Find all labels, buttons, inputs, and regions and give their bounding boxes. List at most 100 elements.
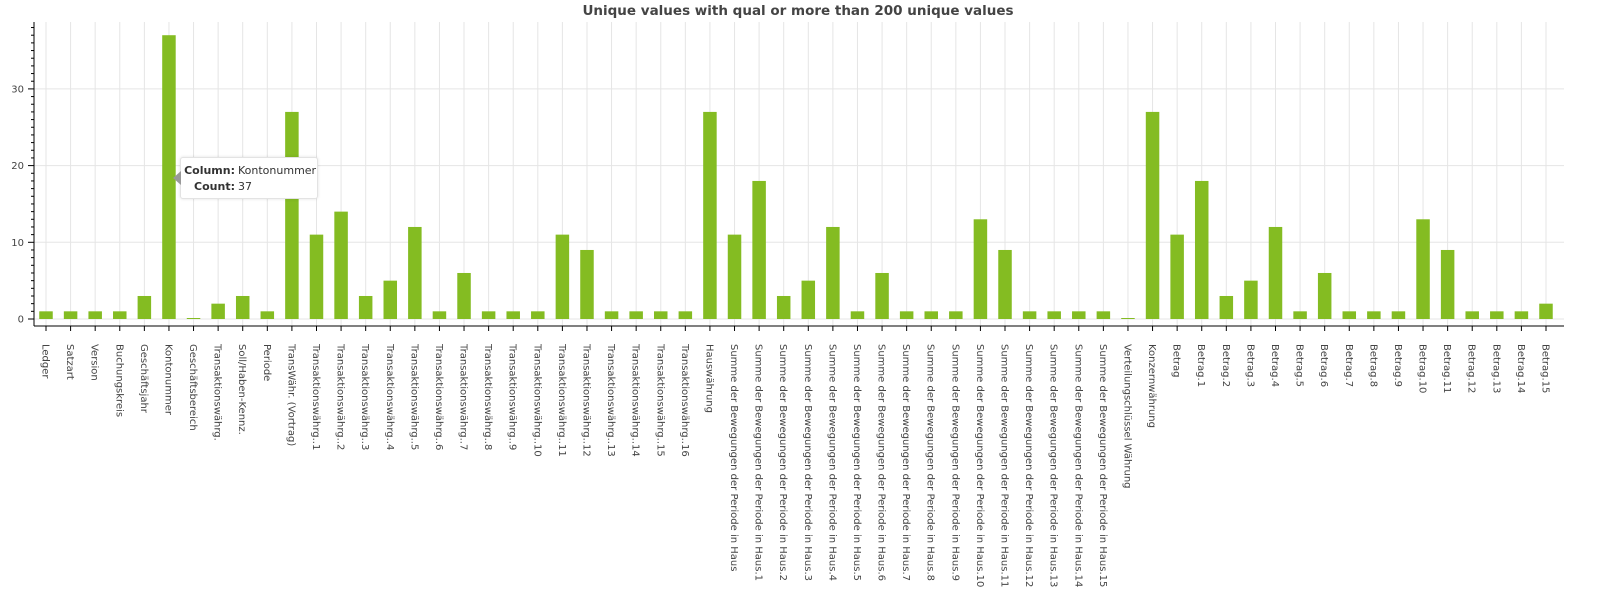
x-tick-label: Buchungskreis <box>113 344 124 417</box>
x-tick-label: Summe der Bewegungen der Periode in Haus… <box>851 344 862 581</box>
tooltip-column-value: Kontonummer <box>238 164 317 177</box>
tooltip-row-count: Count: 37 <box>181 179 317 195</box>
category-labels: Ledger Satzart Version Buchungskreis Geschäf… <box>40 343 1551 587</box>
bar <box>1121 318 1135 319</box>
bar <box>1096 311 1111 319</box>
bar <box>531 311 545 319</box>
bar <box>408 226 422 319</box>
x-tick-label: Betrag.7 <box>1343 344 1354 387</box>
tooltip-column-label: Column: <box>184 164 235 177</box>
bar <box>1539 303 1553 319</box>
x-tick-label: Betrag.14 <box>1515 344 1526 393</box>
bar <box>580 249 594 319</box>
x-tick-label: Geschäftsjahr <box>138 344 149 414</box>
x-tick-label: Betrag.11 <box>1441 344 1452 393</box>
bar <box>801 280 816 319</box>
x-tick-label: Transaktionswährg..14 <box>630 343 641 457</box>
bar <box>432 311 447 319</box>
bar <box>358 295 373 319</box>
x-tick-label: Transaktionswährg..2 <box>335 343 346 450</box>
x-tick-label: Betrag.12 <box>1466 344 1477 393</box>
x-tick-label: Periode <box>261 344 272 381</box>
x-tick-label: Betrag.10 <box>1417 344 1428 393</box>
bar <box>1391 311 1406 319</box>
x-tick-label: Ledger <box>40 344 51 379</box>
bar <box>1367 311 1381 319</box>
bar <box>1047 311 1061 319</box>
x-tick-label: Betrag.9 <box>1392 344 1403 387</box>
bar <box>678 311 693 319</box>
x-tick-label: Soll/Haben-Kennz. <box>236 344 247 435</box>
bar <box>1342 311 1357 319</box>
hover-tooltip: Column: Kontonummer Count: 37 <box>173 157 318 199</box>
x-tick-label: Version <box>89 344 100 381</box>
x-tick-label: Kontonummer <box>162 344 173 416</box>
bar <box>137 295 152 319</box>
tooltip-arrow <box>173 171 181 185</box>
bar <box>654 311 668 319</box>
tooltip-count-value: 37 <box>238 180 252 193</box>
y-tick-label: 30 <box>11 84 24 95</box>
x-tick-label: Betrag.15 <box>1539 344 1550 393</box>
bar <box>383 280 398 319</box>
x-tick-label: Transaktionswährg..15 <box>654 343 665 457</box>
bar <box>555 234 570 319</box>
tooltip-row-column: Column: Kontonummer <box>181 163 317 179</box>
bar <box>162 35 176 320</box>
bar <box>39 311 53 319</box>
chart-title: Unique values with qual or more than 200… <box>582 3 1013 19</box>
x-tick-label: Summe der Bewegungen der Periode in Haus… <box>900 344 911 581</box>
x-tick-label: Betrag.13 <box>1490 344 1501 393</box>
bar <box>1416 219 1430 319</box>
bar <box>1514 311 1529 319</box>
x-tick-label: Betrag.6 <box>1318 344 1329 387</box>
bar <box>1465 311 1479 319</box>
bar <box>309 234 324 319</box>
x-tick-label: Summe der Bewegungen der Periode in Haus… <box>999 344 1010 587</box>
bar <box>1440 249 1455 319</box>
bar <box>826 226 840 319</box>
bar <box>727 234 742 319</box>
x-tick-label: Summe der Bewegungen der Periode in Haus… <box>876 344 887 581</box>
bar <box>604 311 619 319</box>
bars <box>39 35 1553 320</box>
bar <box>899 311 914 319</box>
x-tick-label: Summe der Bewegungen der Periode in Haus <box>728 344 739 571</box>
x-tick-label: Betrag.5 <box>1294 344 1305 387</box>
x-tick-label: Summe der Bewegungen der Periode in Haus… <box>826 344 837 581</box>
bar <box>875 272 889 319</box>
bar <box>88 311 102 319</box>
bar <box>506 311 520 319</box>
x-tick-label: Summe der Bewegungen der Periode in Haus… <box>1023 344 1034 587</box>
x-tick-label: Betrag.1 <box>1195 344 1206 387</box>
y-tick-label: 20 <box>11 161 24 172</box>
bar <box>113 311 127 319</box>
y-tick-label: 0 <box>18 315 24 326</box>
x-tick-label: Transaktionswährg..12 <box>580 343 591 457</box>
x-tick-label: Verteilungschlüssel Währung <box>1121 344 1132 489</box>
bar <box>1219 295 1234 319</box>
bar <box>1194 180 1209 319</box>
y-tick-label: 10 <box>11 238 24 249</box>
bar <box>1293 311 1307 319</box>
x-tick-label: Transaktionswährg..13 <box>605 343 616 457</box>
x-tick-label: Transaktionswährg..11 <box>556 343 567 457</box>
bar <box>776 295 791 319</box>
x-tick-label: Transaktionswährg..3 <box>359 343 370 450</box>
x-tick-label: Satzart <box>64 344 75 380</box>
x-tick-label: Summe der Bewegungen der Periode in Haus… <box>949 344 960 581</box>
bar <box>1244 280 1258 319</box>
bar <box>850 311 865 319</box>
x-tick-label: Hauswährung <box>703 344 714 413</box>
bar <box>63 311 78 319</box>
x-tick-label: Transaktionswährg..8 <box>482 343 493 450</box>
bar <box>1490 311 1504 319</box>
x-tick-label: Summe der Bewegungen der Periode in Haus… <box>1097 344 1108 587</box>
bar <box>457 272 471 319</box>
bar <box>334 211 348 319</box>
x-tick-label: TransWähr. (Vortrag) <box>285 343 296 446</box>
x-tick-label: Betrag.2 <box>1220 344 1231 387</box>
bar <box>703 111 717 319</box>
